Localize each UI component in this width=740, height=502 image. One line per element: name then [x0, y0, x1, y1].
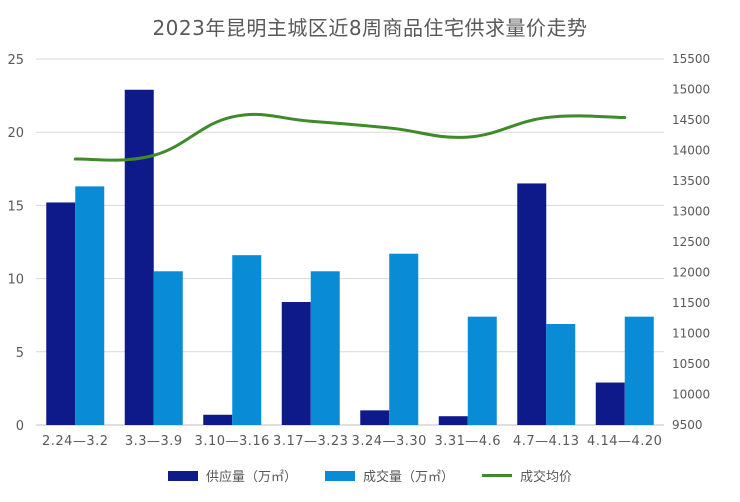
x-tick-label: 3.24—3.30 — [352, 434, 427, 449]
bar-deal — [310, 271, 340, 425]
y-tick-label-right: 15500 — [672, 52, 710, 66]
y-tick-label-left: 20 — [7, 126, 24, 141]
legend-label-supply: 供应量（万㎡） — [205, 470, 297, 485]
y-tick-label-right: 12500 — [672, 235, 710, 249]
legend-item-supply: 供应量（万㎡） — [167, 466, 297, 485]
y-tick-label-right: 10000 — [672, 388, 710, 402]
y-tick-label-left: 0 — [16, 419, 24, 434]
y-tick-label-right: 14500 — [672, 113, 710, 127]
x-tick-label: 3.10—3.16 — [195, 434, 270, 449]
bar-deal — [546, 323, 576, 425]
bar-supply — [360, 410, 390, 425]
bar-deal — [153, 271, 183, 425]
y-tick-label-right: 14000 — [672, 144, 710, 158]
x-tick-label: 4.7—4.13 — [513, 434, 580, 449]
legend: 供应量（万㎡） 成交量（万㎡） 成交均价 — [0, 466, 740, 485]
x-tick-label: 3.3—3.9 — [125, 434, 183, 449]
bar-supply — [46, 202, 76, 425]
bar-supply — [438, 416, 468, 425]
x-tick-label: 3.31—4.6 — [434, 434, 501, 449]
y-tick-label-left: 25 — [7, 53, 24, 68]
y-tick-label-right: 11500 — [672, 296, 710, 310]
bar-deal — [75, 186, 105, 425]
series-line-price — [73, 112, 627, 162]
y-tick-label-right: 13500 — [672, 174, 710, 188]
legend-item-deal: 成交量（万㎡） — [324, 466, 454, 485]
y-tick-label-right: 15000 — [672, 83, 710, 97]
y-tick-label-left: 10 — [7, 273, 24, 288]
y-tick-label-right: 13000 — [672, 205, 710, 219]
legend-label-price: 成交均价 — [520, 470, 573, 485]
bar-deal — [232, 255, 262, 425]
bar-supply — [595, 382, 625, 425]
y-tick-label-right: 11000 — [672, 327, 710, 341]
bar-supply — [203, 414, 233, 425]
bar-supply — [124, 89, 154, 425]
legend-swatch-supply — [167, 470, 198, 481]
bar-supply — [517, 183, 547, 425]
y-tick-label-left: 15 — [7, 199, 24, 214]
legend-label-deal: 成交量（万㎡） — [362, 470, 454, 485]
bar-deal — [389, 253, 419, 425]
x-tick-label: 2.24—3.2 — [42, 434, 109, 449]
legend-item-price: 成交均价 — [482, 466, 572, 485]
chart-title: 2023年昆明主城区近8周商品住宅供求量价走势 — [152, 16, 588, 40]
y-tick-label-right: 12000 — [672, 266, 710, 280]
bar-deal — [624, 316, 654, 425]
legend-swatch-price — [482, 474, 512, 477]
y-tick-label-right: 9500 — [672, 418, 703, 432]
x-tick-label: 4.14—4.20 — [587, 434, 662, 449]
bar-deal — [467, 316, 497, 425]
legend-swatch-deal — [324, 470, 355, 481]
y-tick-label-left: 5 — [16, 346, 24, 361]
bar-supply — [281, 302, 311, 425]
y-tick-label-right: 10500 — [672, 357, 710, 371]
x-tick-label: 3.17—3.23 — [273, 434, 348, 449]
